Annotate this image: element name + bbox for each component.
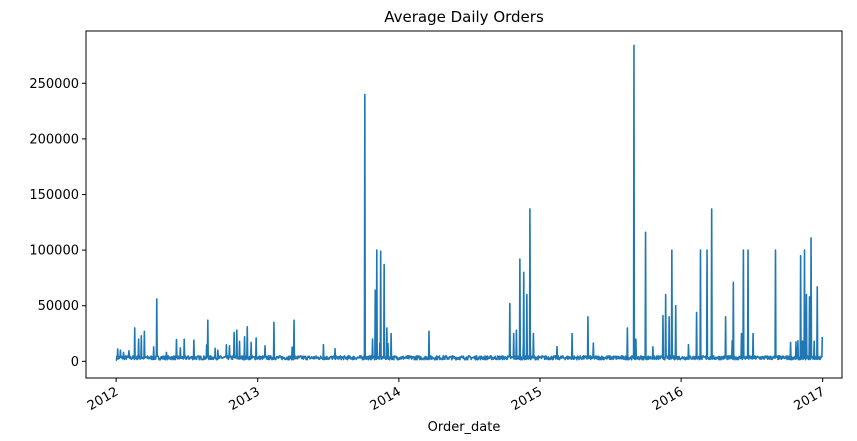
y-axis: 0 50000 100000 150000 200000 250000 (29, 77, 86, 370)
plot-area (85, 30, 843, 379)
chart-title: Average Daily Orders (384, 8, 544, 26)
series-layer (115, 44, 824, 362)
plot-frame (85, 30, 843, 379)
y-tick-label: 0 (71, 355, 79, 370)
y-tick-label: 150000 (29, 188, 79, 203)
y-tick-label: 200000 (29, 132, 79, 147)
plot-background (86, 31, 842, 378)
y-tick-label: 50000 (38, 299, 79, 314)
y-tick-label: 100000 (29, 244, 79, 259)
series-line (115, 44, 824, 362)
y-tick-label: 250000 (29, 77, 79, 92)
x-axis-label: Order_date (428, 420, 501, 435)
